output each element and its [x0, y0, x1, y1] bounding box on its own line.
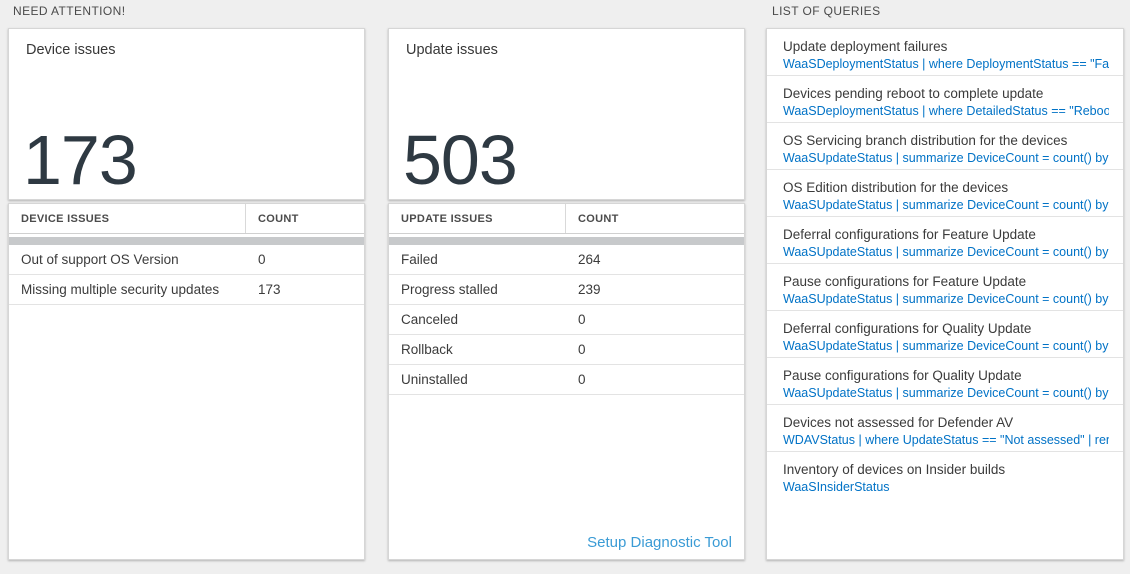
query-link[interactable]: WaaSUpdateStatus | summarize DeviceCount…	[783, 339, 1109, 353]
list-of-queries-section-label: LIST OF QUERIES	[772, 4, 881, 18]
query-title: Devices not assessed for Defender AV	[783, 415, 1014, 430]
query-link[interactable]: WaaSUpdateStatus | summarize DeviceCount…	[783, 198, 1109, 212]
table-row[interactable]: Canceled 0	[389, 305, 744, 335]
row-label: Missing multiple security updates	[21, 282, 220, 297]
horizontal-scrollbar[interactable]	[9, 237, 364, 245]
table-row[interactable]: Progress stalled 239	[389, 275, 744, 305]
table-row[interactable]: Out of support OS Version 0	[9, 245, 364, 275]
query-list-item[interactable]: Deferral configurations for Feature Upda…	[767, 217, 1123, 264]
query-title: Deferral configurations for Feature Upda…	[783, 227, 1036, 242]
table-row[interactable]: Rollback 0	[389, 335, 744, 365]
row-label: Canceled	[401, 312, 459, 327]
query-link[interactable]: WaaSInsiderStatus	[783, 480, 890, 494]
row-count: 173	[258, 282, 281, 297]
query-title: Deferral configurations for Quality Upda…	[783, 321, 1032, 336]
update-issues-card-title: Update issues	[406, 42, 498, 58]
query-link[interactable]: WDAVStatus | where UpdateStatus == "Not …	[783, 433, 1109, 447]
table-row[interactable]: Uninstalled 0	[389, 365, 744, 395]
row-count: 239	[578, 282, 601, 297]
query-title: Pause configurations for Quality Update	[783, 368, 1022, 383]
query-title: Pause configurations for Feature Update	[783, 274, 1027, 289]
query-link[interactable]: WaaSDeploymentStatus | where DetailedSta…	[783, 104, 1109, 118]
device-issues-card-title: Device issues	[26, 42, 116, 58]
row-count: 0	[578, 312, 586, 327]
device-issues-table-header: DEVICE ISSUES COUNT	[9, 204, 364, 234]
query-title: Inventory of devices on Insider builds	[783, 462, 1006, 477]
query-title: OS Servicing branch distribution for the…	[783, 133, 1068, 148]
query-list-item[interactable]: Pause configurations for Quality Update …	[767, 358, 1123, 405]
row-label: Rollback	[401, 342, 453, 357]
update-issues-count: 503	[403, 121, 518, 199]
queries-panel: Update deployment failures WaaSDeploymen…	[766, 28, 1124, 560]
device-issues-count: 173	[23, 121, 138, 199]
query-link[interactable]: WaaSDeploymentStatus | where DeploymentS…	[783, 57, 1109, 71]
update-issues-table: UPDATE ISSUES COUNT Failed 264 Progress …	[388, 203, 745, 560]
update-issues-table-header: UPDATE ISSUES COUNT	[389, 204, 744, 234]
query-list-item[interactable]: Pause configurations for Feature Update …	[767, 264, 1123, 311]
row-count: 264	[578, 252, 601, 267]
row-label: Out of support OS Version	[21, 252, 179, 267]
device-issues-table: DEVICE ISSUES COUNT Out of support OS Ve…	[8, 203, 365, 560]
query-list-item[interactable]: OS Servicing branch distribution for the…	[767, 123, 1123, 170]
horizontal-scrollbar[interactable]	[389, 237, 744, 245]
query-link[interactable]: WaaSUpdateStatus | summarize DeviceCount…	[783, 386, 1109, 400]
row-count: 0	[578, 342, 586, 357]
query-list-item[interactable]: Devices pending reboot to complete updat…	[767, 76, 1123, 123]
query-title: Devices pending reboot to complete updat…	[783, 86, 1044, 101]
device-issues-card[interactable]: Device issues 173	[8, 28, 365, 200]
query-link[interactable]: WaaSUpdateStatus | summarize DeviceCount…	[783, 245, 1109, 259]
update-issues-column-header: UPDATE ISSUES	[389, 204, 566, 233]
query-title: Update deployment failures	[783, 39, 948, 54]
query-title: OS Edition distribution for the devices	[783, 180, 1009, 195]
update-issues-card[interactable]: Update issues 503	[388, 28, 745, 200]
row-label: Failed	[401, 252, 438, 267]
row-count: 0	[578, 372, 586, 387]
count-column-header: COUNT	[578, 212, 619, 225]
setup-diagnostic-tool-link[interactable]: Setup Diagnostic Tool	[587, 534, 732, 551]
device-issues-column-header: DEVICE ISSUES	[9, 204, 246, 233]
row-count: 0	[258, 252, 266, 267]
query-list-item[interactable]: OS Edition distribution for the devices …	[767, 170, 1123, 217]
table-row[interactable]: Failed 264	[389, 245, 744, 275]
query-link[interactable]: WaaSUpdateStatus | summarize DeviceCount…	[783, 151, 1109, 165]
query-list-item[interactable]: Inventory of devices on Insider builds W…	[767, 452, 1123, 499]
table-row[interactable]: Missing multiple security updates 173	[9, 275, 364, 305]
row-label: Progress stalled	[401, 282, 498, 297]
query-link[interactable]: WaaSUpdateStatus | summarize DeviceCount…	[783, 292, 1109, 306]
query-list-item[interactable]: Update deployment failures WaaSDeploymen…	[767, 29, 1123, 76]
need-attention-section-label: NEED ATTENTION!	[13, 4, 126, 18]
query-list-item[interactable]: Devices not assessed for Defender AV WDA…	[767, 405, 1123, 452]
query-list-item[interactable]: Deferral configurations for Quality Upda…	[767, 311, 1123, 358]
row-label: Uninstalled	[401, 372, 468, 387]
count-column-header: COUNT	[258, 212, 299, 225]
